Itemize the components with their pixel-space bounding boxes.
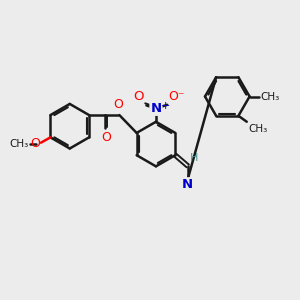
Text: O: O xyxy=(133,90,144,103)
Text: +: + xyxy=(161,101,170,111)
Text: N: N xyxy=(150,102,161,115)
Text: O: O xyxy=(101,131,111,144)
Text: O: O xyxy=(30,137,40,150)
Text: CH₃: CH₃ xyxy=(9,139,28,149)
Text: CH₃: CH₃ xyxy=(248,124,268,134)
Text: O⁻: O⁻ xyxy=(169,90,185,103)
Text: N: N xyxy=(182,178,193,191)
Text: O: O xyxy=(113,98,123,111)
Text: H: H xyxy=(190,153,199,163)
Text: CH₃: CH₃ xyxy=(260,92,280,101)
